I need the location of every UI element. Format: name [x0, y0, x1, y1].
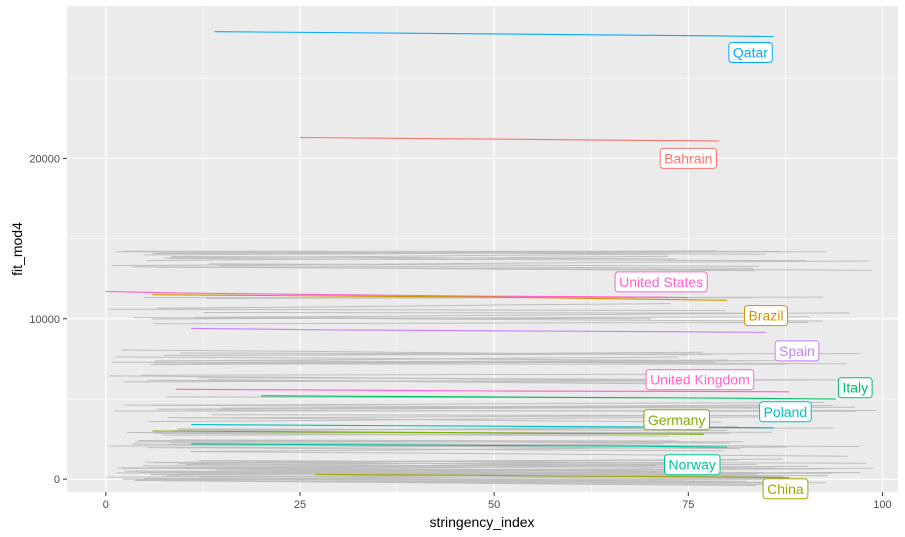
background-series-line	[131, 266, 755, 272]
series-line	[152, 294, 728, 301]
background-series-line	[220, 265, 754, 269]
series-labels: Qatar Bahrain United States Brazil Spain Unit…	[614, 42, 873, 500]
series-line	[299, 136, 720, 142]
y-axis-title: fit_mod4	[9, 222, 25, 276]
y-tick-label: 0	[54, 474, 60, 486]
series-label-text: China	[767, 481, 804, 497]
background-series-line	[108, 308, 725, 311]
series-label: United Kingdom	[645, 369, 755, 391]
background-series-line	[182, 415, 704, 419]
x-axis-title: stringency_index	[429, 514, 534, 530]
x-axis: 0 25 50 75 100	[103, 492, 892, 511]
series-label: Poland	[759, 401, 812, 423]
series-label-box	[659, 147, 718, 169]
series-line	[175, 388, 790, 393]
background-series-line	[208, 263, 760, 267]
background-series-line	[163, 353, 861, 356]
background-series-line	[111, 260, 869, 267]
y-axis: 0 10000 20000	[29, 153, 67, 486]
series-label: China	[762, 478, 809, 500]
series-label-box	[614, 271, 708, 293]
background-series-line	[215, 469, 671, 472]
background-series	[106, 250, 877, 486]
background-series-line	[190, 451, 848, 457]
series-label-box	[643, 409, 711, 431]
background-series-line	[171, 439, 679, 442]
series-label-box	[728, 42, 773, 63]
background-series-line	[170, 442, 860, 447]
background-series-line	[123, 404, 808, 409]
x-tick-label: 100	[873, 499, 891, 511]
background-series-line	[153, 432, 670, 437]
background-series-line	[217, 317, 652, 320]
series-line	[315, 473, 790, 479]
background-series-line	[169, 468, 654, 472]
series-label: Norway	[664, 454, 721, 476]
series-line	[214, 31, 774, 38]
series-line	[105, 290, 689, 299]
series-label-text: Germany	[648, 412, 706, 428]
series-label: Germany	[643, 409, 711, 431]
series-label: Spain	[774, 340, 820, 362]
background-series-line	[154, 356, 678, 362]
series-line	[191, 443, 728, 448]
background-series-line	[219, 480, 795, 484]
background-series-line	[169, 258, 807, 262]
series-line	[261, 395, 836, 400]
background-series-line	[154, 459, 739, 464]
background-series-line	[176, 428, 728, 431]
series-line	[191, 327, 767, 333]
background-series-line	[198, 460, 867, 464]
background-series-line	[149, 360, 776, 366]
series-line	[152, 430, 704, 435]
background-series-line	[164, 253, 668, 259]
background-series-line	[195, 312, 850, 318]
series-label-box	[645, 369, 755, 391]
background-series-line	[157, 303, 671, 309]
background-series-line	[208, 379, 669, 385]
background-series-line	[133, 317, 823, 322]
series-label: Qatar	[728, 42, 773, 63]
series-label-box	[774, 340, 820, 362]
x-tick-label: 25	[294, 499, 306, 511]
background-series-line	[203, 312, 755, 314]
x-tick-label: 75	[682, 499, 694, 511]
background-series-line	[138, 440, 730, 444]
series-label: Italy	[837, 377, 873, 399]
background-series-line	[153, 321, 809, 325]
background-series-line	[141, 373, 657, 376]
background-series-line	[110, 375, 669, 381]
series-label-text: Bahrain	[664, 150, 712, 166]
background-series-line	[116, 472, 771, 476]
series-label: Bahrain	[659, 147, 718, 169]
background-series-line	[167, 417, 723, 423]
background-series-line	[146, 255, 669, 261]
series-label-box	[664, 454, 721, 476]
series-label-text: Norway	[668, 457, 715, 473]
series-label-box	[759, 401, 812, 423]
series-label-text: Qatar	[733, 45, 768, 61]
x-tick-label: 0	[103, 499, 109, 511]
y-tick-label: 20000	[29, 153, 60, 165]
background-series-line	[146, 447, 725, 452]
background-series-line	[151, 402, 825, 406]
background-series-line	[114, 410, 877, 412]
minor-gridlines	[67, 6, 898, 492]
series-label-box	[744, 305, 788, 327]
series-label-text: United States	[619, 274, 703, 290]
series-label-text: United Kingdom	[650, 372, 750, 388]
background-series-line	[158, 478, 826, 484]
background-series-line	[152, 251, 827, 254]
series-label: United States	[614, 271, 708, 293]
series-label-box	[762, 478, 809, 500]
series-label-text: Italy	[842, 380, 868, 396]
y-tick-label: 10000	[29, 314, 60, 326]
series-label-text: Brazil	[748, 308, 783, 324]
x-tick-label: 50	[488, 499, 500, 511]
series-label: Brazil	[744, 305, 788, 327]
series-label-text: Poland	[764, 404, 808, 420]
series-label-text: Spain	[779, 343, 815, 359]
series-label-box	[837, 377, 873, 399]
